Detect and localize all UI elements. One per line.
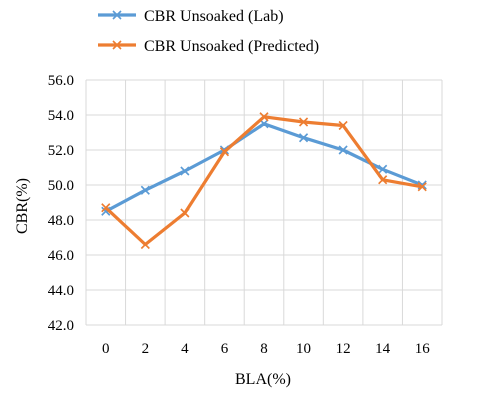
y-tick-label: 44.0 xyxy=(48,283,74,299)
legend-marker xyxy=(112,10,122,20)
series-line xyxy=(104,115,423,247)
data-point-marker xyxy=(140,185,150,195)
x-tick-label: 0 xyxy=(102,341,110,357)
y-tick-label: 52.0 xyxy=(48,143,74,159)
legend-entry: CBR Unsoaked (Predicted) xyxy=(98,38,319,55)
series-2 xyxy=(101,112,427,250)
data-point-marker xyxy=(180,166,190,176)
data-point-marker xyxy=(298,117,309,127)
x-tick-label: 16 xyxy=(415,341,431,357)
data-point-marker xyxy=(219,147,230,157)
data-point-marker xyxy=(338,120,348,131)
legend-label: CBR Unsoaked (Predicted) xyxy=(144,38,319,55)
x-tick-label: 6 xyxy=(221,341,229,357)
y-tick-label: 56.0 xyxy=(48,73,74,89)
data-point-marker xyxy=(180,208,190,218)
x-tick-label: 4 xyxy=(181,341,189,357)
x-tick-label: 12 xyxy=(336,341,351,357)
data-point-marker xyxy=(101,203,111,213)
legend-marker xyxy=(112,40,122,50)
data-point-marker xyxy=(417,182,427,192)
series-layer xyxy=(101,112,427,250)
y-axis-title: CBR(%) xyxy=(14,178,31,234)
x-tick-label: 2 xyxy=(142,341,150,357)
gridlines xyxy=(85,79,443,326)
x-tick-label: 14 xyxy=(375,341,391,357)
x-axis-title: BLA(%) xyxy=(235,371,291,388)
series-1 xyxy=(101,119,427,216)
data-point-marker xyxy=(298,133,309,143)
y-tick-label: 54.0 xyxy=(48,108,74,124)
x-tick-label: 10 xyxy=(296,341,311,357)
y-axis-ticks: 42.0 44.0 46.0 48.0 50.0 52.0 54.0 56.0 xyxy=(48,73,74,334)
y-tick-label: 46.0 xyxy=(48,248,74,264)
y-tick-label: 42.0 xyxy=(48,318,74,334)
y-tick-label: 50.0 xyxy=(48,178,74,194)
data-point-marker xyxy=(378,175,388,185)
legend-entry: CBR Unsoaked (Lab) xyxy=(98,8,284,25)
data-point-marker xyxy=(378,164,388,174)
legend: CBR Unsoaked (Lab) CBR Unsoaked (Predicte… xyxy=(98,8,319,55)
x-axis-ticks: 0 2 4 6 8 10 12 14 16 xyxy=(102,341,430,357)
data-point-marker xyxy=(259,112,269,122)
x-tick-label: 8 xyxy=(260,341,268,357)
data-point-marker xyxy=(338,145,348,155)
data-point-marker xyxy=(140,239,150,250)
y-tick-label: 48.0 xyxy=(48,213,74,229)
legend-label: CBR Unsoaked (Lab) xyxy=(144,8,284,25)
